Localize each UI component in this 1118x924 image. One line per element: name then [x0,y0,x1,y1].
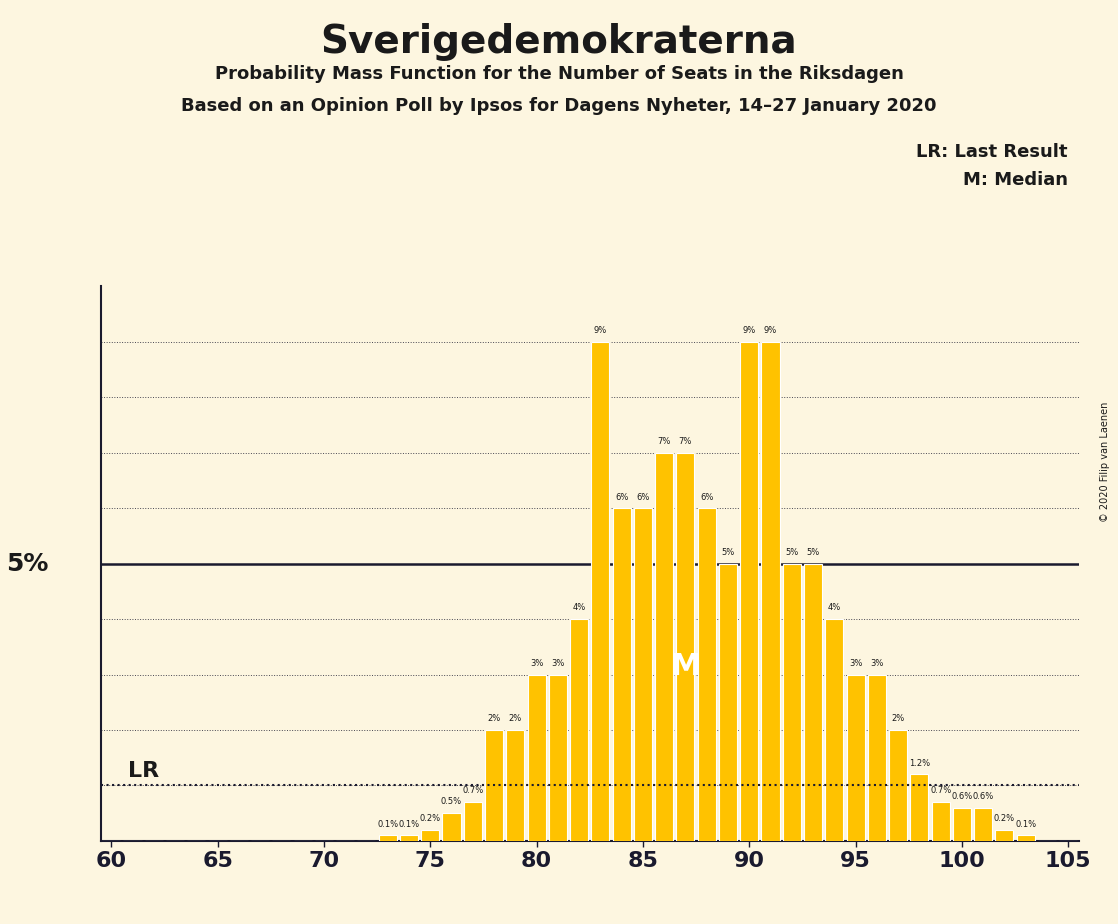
Text: 2%: 2% [891,714,904,723]
Text: 0.2%: 0.2% [994,814,1015,823]
Bar [591,342,609,841]
Bar [506,730,524,841]
Text: M: Median: M: Median [963,171,1068,188]
Text: 2%: 2% [487,714,501,723]
Bar [740,342,758,841]
Text: 3%: 3% [551,659,565,668]
Text: LR: Last Result: LR: Last Result [916,143,1068,161]
Text: 5%: 5% [806,548,819,557]
Bar [931,802,949,841]
Bar [549,675,567,841]
Bar [676,453,694,841]
Text: 1.2%: 1.2% [909,759,930,768]
Text: 6%: 6% [700,492,713,502]
Text: 4%: 4% [827,603,841,613]
Bar [825,619,843,841]
Bar [889,730,907,841]
Bar [634,508,652,841]
Text: 0.1%: 0.1% [1015,820,1036,829]
Text: 2%: 2% [509,714,522,723]
Text: 9%: 9% [764,326,777,335]
Bar [719,564,737,841]
Bar [868,675,885,841]
Text: © 2020 Filip van Laenen: © 2020 Filip van Laenen [1100,402,1110,522]
Text: 3%: 3% [849,659,862,668]
Bar [464,802,482,841]
Text: 6%: 6% [615,492,628,502]
Bar [783,564,800,841]
Text: 7%: 7% [679,437,692,446]
Text: 0.2%: 0.2% [419,814,440,823]
Text: 9%: 9% [742,326,756,335]
Text: Probability Mass Function for the Number of Seats in the Riksdagen: Probability Mass Function for the Number… [215,65,903,82]
Text: 5%: 5% [721,548,735,557]
Bar [804,564,822,841]
Bar [655,453,673,841]
Bar [761,342,779,841]
Text: 0.7%: 0.7% [462,786,483,796]
Bar [613,508,631,841]
Text: 7%: 7% [657,437,671,446]
Text: 5%: 5% [785,548,798,557]
Bar [570,619,588,841]
Text: 0.5%: 0.5% [440,797,462,807]
Text: 3%: 3% [870,659,883,668]
Text: 3%: 3% [530,659,543,668]
Text: 0.6%: 0.6% [973,792,994,801]
Bar [485,730,503,841]
Bar [421,830,439,841]
Bar [698,508,716,841]
Text: 9%: 9% [594,326,607,335]
Text: Based on an Opinion Poll by Ipsos for Dagens Nyheter, 14–27 January 2020: Based on an Opinion Poll by Ipsos for Da… [181,97,937,115]
Bar [910,774,928,841]
Text: 5%: 5% [6,552,48,576]
Bar [1016,835,1035,841]
Text: Sverigedemokraterna: Sverigedemokraterna [321,23,797,61]
Bar [974,808,992,841]
Bar [443,813,461,841]
Text: LR: LR [129,761,160,781]
Text: 0.1%: 0.1% [377,820,398,829]
Text: 0.7%: 0.7% [930,786,951,796]
Text: 0.1%: 0.1% [398,820,419,829]
Text: M: M [671,651,701,681]
Text: 0.6%: 0.6% [951,792,973,801]
Bar [400,835,418,841]
Bar [379,835,397,841]
Bar [995,830,1014,841]
Bar [528,675,546,841]
Bar [953,808,970,841]
Text: 4%: 4% [572,603,586,613]
Text: 6%: 6% [636,492,650,502]
Bar [846,675,864,841]
